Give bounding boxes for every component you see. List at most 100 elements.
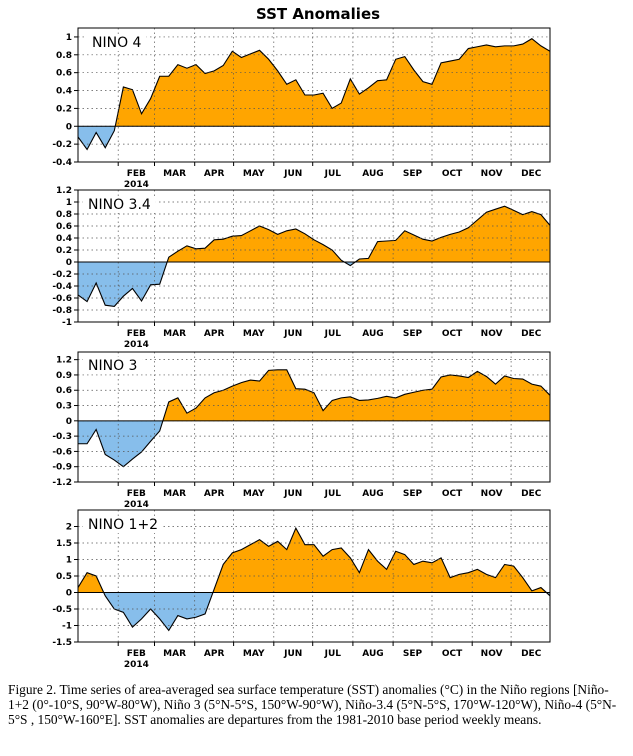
negative-anomaly-area <box>78 126 116 150</box>
y-tick-label: 0.8 <box>56 210 72 220</box>
y-tick-label: 1.2 <box>56 186 72 196</box>
y-tick-label: -0.8 <box>52 306 72 316</box>
y-tick-label: 1 <box>66 198 72 208</box>
month-label: OCT <box>442 649 463 659</box>
panel-label: NINO 3.4 <box>88 197 151 213</box>
anomaly-series-line <box>78 526 550 632</box>
panels: -0.4 -0.2 0 0.2 0.4 0.6 0.8 1 FEB MAR APR MAY JUN JUL… <box>52 27 551 670</box>
negative-anomaly-area <box>78 262 168 307</box>
month-label: JUN <box>283 329 302 339</box>
month-label: JUN <box>283 649 302 659</box>
year-label: 2014 <box>124 500 149 510</box>
y-tick-label: 0.6 <box>56 69 72 79</box>
month-label: DEC <box>521 169 542 179</box>
y-tick-label: 1.5 <box>56 539 72 549</box>
month-label: NOV <box>481 489 503 499</box>
month-label: NOV <box>481 329 503 339</box>
y-tick-label: 1.2 <box>56 356 72 366</box>
month-label: OCT <box>442 329 463 339</box>
month-label: APR <box>204 329 225 339</box>
y-tick-label: -0.9 <box>52 463 72 473</box>
month-label: MAR <box>163 329 186 339</box>
month-label: FEB <box>127 649 146 659</box>
month-label: JUN <box>283 169 302 179</box>
month-label: SEP <box>403 649 423 659</box>
negative-anomaly-area <box>344 262 356 266</box>
y-tick-label: 0.8 <box>56 51 72 61</box>
y-tick-label: -0.4 <box>52 158 72 168</box>
panel-label-background <box>83 357 143 374</box>
month-label: NOV <box>481 169 503 179</box>
month-label: MAY <box>243 329 265 339</box>
figure-title: SST Anomalies <box>256 5 380 23</box>
panel-3: -1.2 -0.9 -0.6 -0.3 0 0.3 0.6 0.9 1.2 FEB MAR APR MA… <box>52 351 551 510</box>
y-tick-label: -0.2 <box>52 140 72 150</box>
panel-1: -0.4 -0.2 0 0.2 0.4 0.6 0.8 1 FEB MAR APR MAY JUN JUL… <box>52 27 551 190</box>
month-label: NOV <box>481 649 503 659</box>
y-tick-label: -0.4 <box>52 282 72 292</box>
y-tick-label: 0.4 <box>56 234 72 244</box>
y-tick-label: 0.5 <box>56 572 72 582</box>
positive-anomaly-area <box>167 226 345 262</box>
y-tick-label: 1 <box>66 33 72 43</box>
y-tick-label: 0.3 <box>56 402 72 412</box>
month-label: AUG <box>362 649 383 659</box>
y-tick-label: 2 <box>66 523 72 533</box>
month-label: AUG <box>362 489 383 499</box>
month-label: MAR <box>163 169 186 179</box>
month-label: DEC <box>521 329 542 339</box>
month-label: SEP <box>403 489 423 499</box>
panel-label-background <box>83 196 156 213</box>
month-label: JUL <box>324 489 342 499</box>
month-label: JUL <box>324 649 342 659</box>
month-label: JUL <box>324 169 342 179</box>
month-label: DEC <box>521 649 542 659</box>
month-label: AUG <box>362 169 383 179</box>
anomaly-series-line <box>78 205 550 307</box>
month-label: FEB <box>127 329 146 339</box>
positive-anomaly-area <box>162 369 550 421</box>
y-tick-label: -0.6 <box>52 447 72 457</box>
y-tick-label: 0 <box>66 417 72 427</box>
month-label: MAR <box>163 489 186 499</box>
month-label: SEP <box>403 329 423 339</box>
positive-anomaly-area <box>115 38 550 127</box>
y-tick-label: -0.3 <box>52 432 72 442</box>
month-label: APR <box>204 489 225 499</box>
y-tick-label: 1 <box>66 556 72 566</box>
anomaly-series-line <box>78 369 550 468</box>
panel-4: -1.5 -1 -0.5 0 0.5 1 1.5 2 FEB MAR APR MAY JUN JUL AUG… <box>52 509 551 670</box>
y-tick-label: 0.9 <box>56 371 72 381</box>
month-label: JUL <box>324 329 342 339</box>
panel-frame <box>77 27 551 163</box>
year-label: 2014 <box>124 660 149 670</box>
figure-caption: Figure 2. Time series of area-averaged s… <box>8 682 617 727</box>
month-label: MAY <box>243 649 265 659</box>
panel-frame <box>77 351 551 483</box>
panel-frame <box>77 189 551 323</box>
panel-label-background <box>87 34 147 51</box>
month-label: SEP <box>403 169 423 179</box>
y-tick-label: 0 <box>66 122 72 132</box>
month-label: JUN <box>283 489 302 499</box>
month-label: APR <box>204 649 225 659</box>
month-label: DEC <box>521 489 542 499</box>
panel-label-background <box>83 516 164 533</box>
anomaly-series-line <box>78 38 550 151</box>
y-tick-label: -0.5 <box>52 605 72 615</box>
y-tick-label: 0 <box>66 258 72 268</box>
y-tick-label: 0.4 <box>56 87 72 97</box>
positive-anomaly-area <box>212 528 547 593</box>
month-label: AUG <box>362 329 383 339</box>
panel-label: NINO 1+2 <box>88 517 158 533</box>
month-label: MAR <box>163 649 186 659</box>
negative-anomaly-area <box>78 420 163 467</box>
positive-anomaly-area <box>78 572 104 593</box>
month-label: FEB <box>127 489 146 499</box>
month-label: OCT <box>442 169 463 179</box>
y-tick-label: -1 <box>62 318 72 328</box>
sst-anomalies-figure: SST Anomalies -0.4 -0.2 0 0.2 0.4 0.6 0.8 1 FEB M… <box>52 5 551 670</box>
panel-label: NINO 3 <box>88 358 137 374</box>
y-tick-label: 0.6 <box>56 386 72 396</box>
y-tick-label: 0.6 <box>56 222 72 232</box>
